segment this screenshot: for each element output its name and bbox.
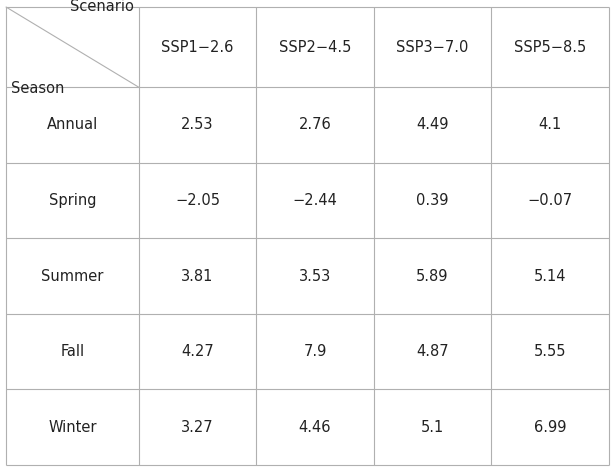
Text: −2.44: −2.44 bbox=[293, 193, 338, 208]
Text: SSP2−4.5: SSP2−4.5 bbox=[279, 40, 351, 55]
Text: Fall: Fall bbox=[60, 344, 84, 359]
Text: Spring: Spring bbox=[49, 193, 96, 208]
Text: 3.27: 3.27 bbox=[181, 420, 214, 435]
Text: 5.89: 5.89 bbox=[416, 269, 449, 284]
Text: SSP5−8.5: SSP5−8.5 bbox=[514, 40, 586, 55]
Text: 5.55: 5.55 bbox=[534, 344, 566, 359]
Text: 4.49: 4.49 bbox=[416, 118, 449, 133]
Text: −2.05: −2.05 bbox=[175, 193, 220, 208]
Text: 4.87: 4.87 bbox=[416, 344, 449, 359]
Text: 0.39: 0.39 bbox=[416, 193, 449, 208]
Text: 7.9: 7.9 bbox=[303, 344, 327, 359]
Text: 2.76: 2.76 bbox=[299, 118, 331, 133]
Text: Summer: Summer bbox=[41, 269, 104, 284]
Text: −0.07: −0.07 bbox=[528, 193, 573, 208]
Text: Season: Season bbox=[11, 81, 65, 96]
Text: SSP1−2.6: SSP1−2.6 bbox=[161, 40, 234, 55]
Text: 6.99: 6.99 bbox=[534, 420, 566, 435]
Text: 4.1: 4.1 bbox=[539, 118, 561, 133]
Text: 5.1: 5.1 bbox=[421, 420, 444, 435]
Text: Annual: Annual bbox=[47, 118, 98, 133]
Text: 5.14: 5.14 bbox=[534, 269, 566, 284]
Text: 4.27: 4.27 bbox=[181, 344, 214, 359]
Text: 2.53: 2.53 bbox=[181, 118, 214, 133]
Text: 3.81: 3.81 bbox=[181, 269, 213, 284]
Text: 4.46: 4.46 bbox=[299, 420, 331, 435]
Text: SSP3−7.0: SSP3−7.0 bbox=[397, 40, 469, 55]
Text: 3.53: 3.53 bbox=[299, 269, 331, 284]
Text: Scenario: Scenario bbox=[70, 0, 134, 14]
Text: Winter: Winter bbox=[48, 420, 97, 435]
